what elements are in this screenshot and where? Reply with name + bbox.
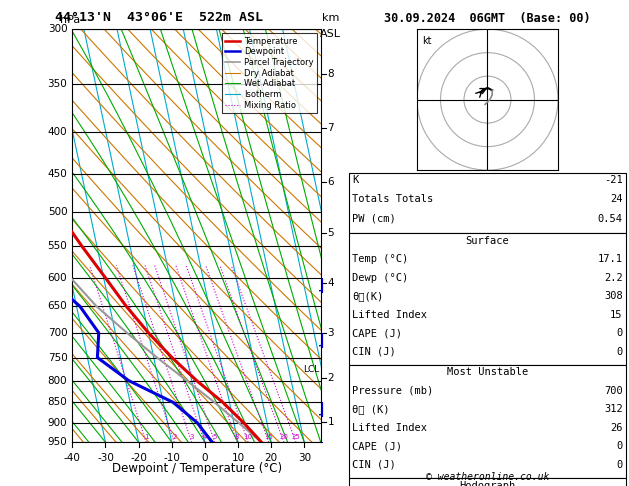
Text: 44°13'N  43°06'E  522m ASL: 44°13'N 43°06'E 522m ASL <box>55 11 264 24</box>
Text: 30: 30 <box>298 452 311 463</box>
Text: 700: 700 <box>604 386 623 396</box>
Text: 24: 24 <box>610 194 623 205</box>
Text: 7: 7 <box>328 123 334 133</box>
Text: 4: 4 <box>328 278 334 289</box>
Text: LCL: LCL <box>303 365 319 374</box>
Text: kt: kt <box>421 36 431 46</box>
Text: 308: 308 <box>604 291 623 301</box>
Text: CAPE (J): CAPE (J) <box>352 328 402 338</box>
Text: 6: 6 <box>328 177 334 187</box>
Text: 17.1: 17.1 <box>598 254 623 264</box>
Text: 750: 750 <box>48 352 67 363</box>
Text: 850: 850 <box>48 398 67 407</box>
Text: Most Unstable: Most Unstable <box>447 367 528 378</box>
Text: θᴇ(K): θᴇ(K) <box>352 291 384 301</box>
Text: -40: -40 <box>64 452 81 463</box>
Text: 0: 0 <box>616 441 623 451</box>
Text: 20: 20 <box>265 452 277 463</box>
Text: 312: 312 <box>604 404 623 415</box>
Text: 1: 1 <box>328 417 334 427</box>
Text: 8: 8 <box>235 434 240 440</box>
Text: © weatheronline.co.uk: © weatheronline.co.uk <box>426 472 549 482</box>
Text: 550: 550 <box>48 242 67 251</box>
Text: 3: 3 <box>328 328 334 338</box>
Text: 25: 25 <box>292 434 300 440</box>
Text: 15: 15 <box>610 310 623 320</box>
Text: 0.54: 0.54 <box>598 214 623 224</box>
Text: 350: 350 <box>48 79 67 89</box>
Text: Pressure (mb): Pressure (mb) <box>352 386 433 396</box>
Text: 8: 8 <box>328 69 334 79</box>
Text: 5: 5 <box>328 228 334 238</box>
Text: Lifted Index: Lifted Index <box>352 423 427 433</box>
Text: hPa: hPa <box>60 15 80 25</box>
Text: 2.2: 2.2 <box>604 273 623 283</box>
Text: Surface: Surface <box>465 236 509 246</box>
Text: PW (cm): PW (cm) <box>352 214 396 224</box>
Text: 400: 400 <box>48 127 67 137</box>
Text: 3: 3 <box>189 434 194 440</box>
Text: CIN (J): CIN (J) <box>352 460 396 470</box>
Text: 450: 450 <box>48 170 67 179</box>
Text: 10: 10 <box>231 452 245 463</box>
Text: 26: 26 <box>610 423 623 433</box>
Text: Totals Totals: Totals Totals <box>352 194 433 205</box>
Legend: Temperature, Dewpoint, Parcel Trajectory, Dry Adiabat, Wet Adiabat, Isotherm, Mi: Temperature, Dewpoint, Parcel Trajectory… <box>222 34 316 113</box>
Text: 950: 950 <box>48 437 67 447</box>
Text: -21: -21 <box>604 175 623 185</box>
Text: 0: 0 <box>616 328 623 338</box>
Text: 650: 650 <box>48 301 67 311</box>
Text: 2: 2 <box>328 373 334 383</box>
Text: 0: 0 <box>616 347 623 357</box>
X-axis label: Dewpoint / Temperature (°C): Dewpoint / Temperature (°C) <box>111 462 282 475</box>
Text: km: km <box>321 13 339 23</box>
Text: 0: 0 <box>201 452 208 463</box>
Text: 20: 20 <box>279 434 288 440</box>
Text: 10: 10 <box>243 434 253 440</box>
Text: -10: -10 <box>164 452 180 463</box>
Text: K: K <box>352 175 359 185</box>
Text: -20: -20 <box>130 452 147 463</box>
Text: 2: 2 <box>172 434 176 440</box>
Text: θᴇ (K): θᴇ (K) <box>352 404 390 415</box>
Text: 800: 800 <box>48 376 67 386</box>
Text: 30.09.2024  06GMT  (Base: 00): 30.09.2024 06GMT (Base: 00) <box>384 12 591 25</box>
Text: Hodograph: Hodograph <box>459 481 516 486</box>
Text: 5: 5 <box>213 434 217 440</box>
Text: 500: 500 <box>48 207 67 217</box>
Text: 1: 1 <box>144 434 148 440</box>
Text: 700: 700 <box>48 328 67 338</box>
Text: 900: 900 <box>48 418 67 428</box>
Text: Dewp (°C): Dewp (°C) <box>352 273 408 283</box>
Text: Temp (°C): Temp (°C) <box>352 254 408 264</box>
Text: -30: -30 <box>97 452 114 463</box>
Text: ASL: ASL <box>320 30 341 39</box>
Text: 600: 600 <box>48 273 67 282</box>
Text: 4: 4 <box>203 434 207 440</box>
Text: CAPE (J): CAPE (J) <box>352 441 402 451</box>
Text: 300: 300 <box>48 24 67 34</box>
Text: CIN (J): CIN (J) <box>352 347 396 357</box>
Text: Lifted Index: Lifted Index <box>352 310 427 320</box>
Text: 0: 0 <box>616 460 623 470</box>
Text: 15: 15 <box>264 434 273 440</box>
